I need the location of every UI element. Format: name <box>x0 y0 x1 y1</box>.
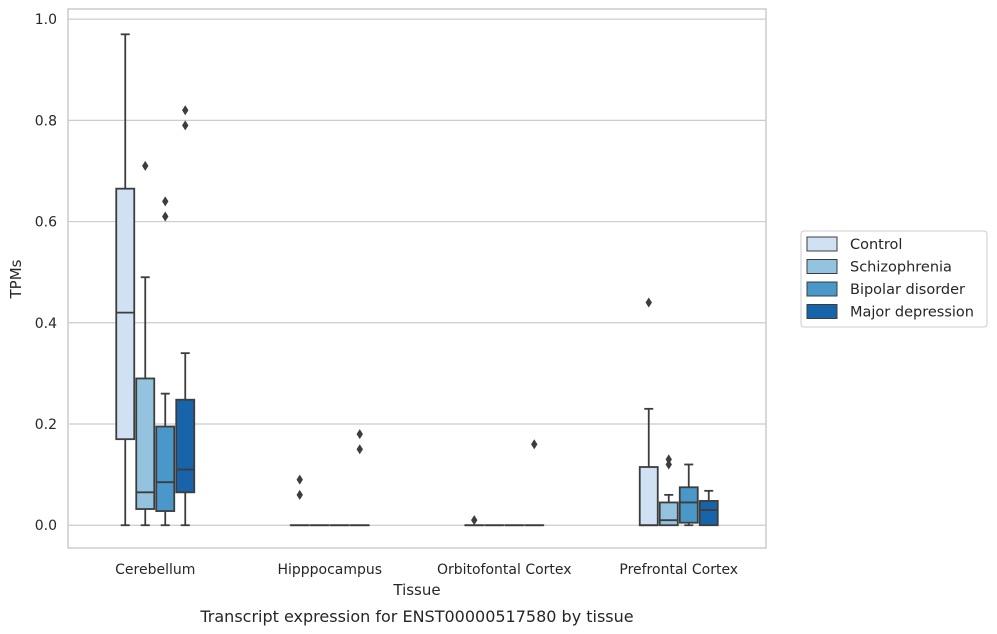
legend-frame <box>800 230 988 328</box>
y-tick-label: 0.8 <box>35 113 57 129</box>
legend-label: Major depression <box>850 305 974 321</box>
box-major-depression <box>524 439 545 527</box>
box-iqr <box>638 466 659 527</box>
y-tick-label: 0.6 <box>35 215 57 231</box>
box-iqr <box>678 486 699 524</box>
x-axis-label: Tissue <box>392 581 440 599</box>
outlier-point <box>296 474 303 485</box>
outlier-point <box>471 515 478 526</box>
outlier-point <box>356 444 363 455</box>
y-tick-label: 1.0 <box>35 12 57 28</box>
x-tick-label: Prefrontal Cortex <box>619 562 738 578</box>
x-axis-ticks: Cerebellum Hipppocampus Orbitofontal Corte… <box>115 562 738 578</box>
outlier-point <box>162 211 169 222</box>
box-schizophrenia <box>658 454 679 527</box>
plot-frame <box>67 8 767 549</box>
y-tick-label: 0.4 <box>35 316 57 332</box>
outlier-point <box>665 459 672 470</box>
y-axis-ticks: 0.0 0.2 0.4 0.6 0.8 1.0 <box>35 12 57 534</box>
box-major-depression <box>349 429 370 527</box>
legend-label: Bipolar disorder <box>850 282 965 298</box>
box-control <box>638 297 659 527</box>
chart-caption: Transcript expression for ENST0000051758… <box>199 607 633 626</box>
x-tick-label: Cerebellum <box>115 562 195 578</box>
outlier-point <box>296 489 303 500</box>
x-tick-label: Orbitofontal Cortex <box>437 562 572 578</box>
boxes <box>115 33 719 527</box>
legend: Control Schizophrenia Bipolar disorder Majo… <box>800 230 988 328</box>
box-iqr <box>658 501 679 527</box>
legend-swatch <box>806 236 838 252</box>
box-iqr <box>115 187 136 441</box>
box-control <box>464 515 485 527</box>
y-tick-label: 0.0 <box>35 518 57 534</box>
outlier-point <box>182 120 189 131</box>
box-control <box>115 33 136 527</box>
legend-swatch <box>806 281 838 297</box>
box-bipolar-disorder <box>678 463 699 527</box>
outlier-point <box>162 196 169 207</box>
outlier-point <box>182 105 189 116</box>
x-tick-label: Hipppocampus <box>277 562 382 578</box>
legend-swatch <box>806 259 838 274</box>
box-iqr <box>155 425 176 512</box>
box-control <box>289 474 310 527</box>
box-iqr <box>135 377 156 510</box>
y-tick-label: 0.2 <box>35 417 57 433</box>
outlier-point <box>356 429 363 440</box>
box-iqr <box>175 398 196 494</box>
y-axis-label: TPMs <box>7 259 25 299</box>
legend-label: Schizophrenia <box>850 260 952 276</box>
outlier-point <box>142 160 149 171</box>
legend-swatch <box>806 304 838 319</box>
outlier-point <box>665 454 672 465</box>
outlier-point <box>531 439 538 450</box>
box-major-depression <box>175 105 196 527</box>
legend-label: Control <box>850 237 902 253</box>
box-bipolar-disorder <box>155 196 176 527</box>
box-schizophrenia <box>135 160 156 527</box>
outlier-point <box>645 297 652 308</box>
box-major-depression <box>698 489 719 527</box>
box-iqr <box>698 500 719 527</box>
